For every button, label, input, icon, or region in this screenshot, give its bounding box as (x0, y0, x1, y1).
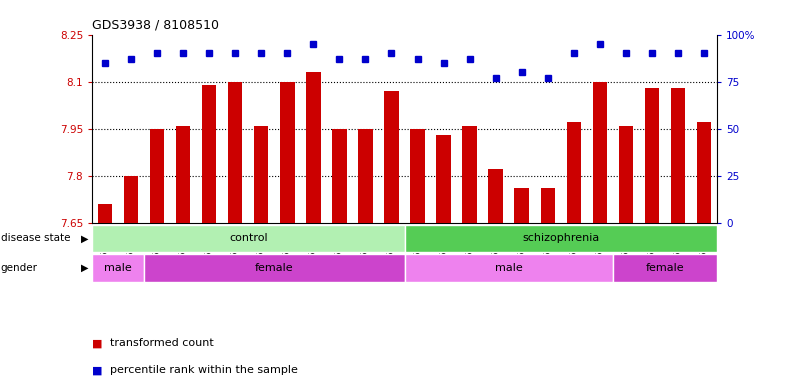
Bar (462, 126, 477, 223)
Bar (124, 175, 139, 223)
Bar (410, 129, 425, 223)
Text: transformed count: transformed count (110, 338, 214, 348)
Bar (358, 129, 372, 223)
Text: schizophrenia: schizophrenia (522, 233, 599, 243)
Bar (306, 72, 320, 223)
Bar (670, 88, 685, 223)
Bar (384, 91, 399, 223)
Text: control: control (229, 233, 268, 243)
Text: disease state: disease state (1, 233, 70, 243)
Bar (98, 204, 112, 223)
Bar (566, 122, 581, 223)
Text: ■: ■ (92, 365, 103, 375)
Bar (645, 88, 659, 223)
Bar (202, 85, 216, 223)
Text: ■: ■ (92, 338, 103, 348)
Text: percentile rank within the sample: percentile rank within the sample (110, 365, 298, 375)
Bar (613, 254, 717, 282)
Bar (405, 225, 717, 252)
Text: female: female (646, 263, 684, 273)
Text: male: male (104, 263, 132, 273)
Bar (228, 81, 243, 223)
Bar (150, 129, 164, 223)
Text: male: male (495, 263, 522, 273)
Bar (332, 129, 347, 223)
Bar (541, 188, 555, 223)
Bar (92, 225, 405, 252)
Bar (593, 81, 607, 223)
Bar (437, 135, 451, 223)
Bar (176, 126, 191, 223)
Text: ▶: ▶ (81, 263, 88, 273)
Text: female: female (255, 263, 294, 273)
Bar (489, 169, 503, 223)
Text: ▶: ▶ (81, 233, 88, 243)
Bar (280, 81, 295, 223)
Bar (618, 126, 633, 223)
Bar (144, 254, 405, 282)
Bar (405, 254, 613, 282)
Bar (254, 126, 268, 223)
Text: GDS3938 / 8108510: GDS3938 / 8108510 (92, 18, 219, 31)
Bar (514, 188, 529, 223)
Bar (697, 122, 711, 223)
Text: gender: gender (1, 263, 38, 273)
Bar (92, 254, 144, 282)
